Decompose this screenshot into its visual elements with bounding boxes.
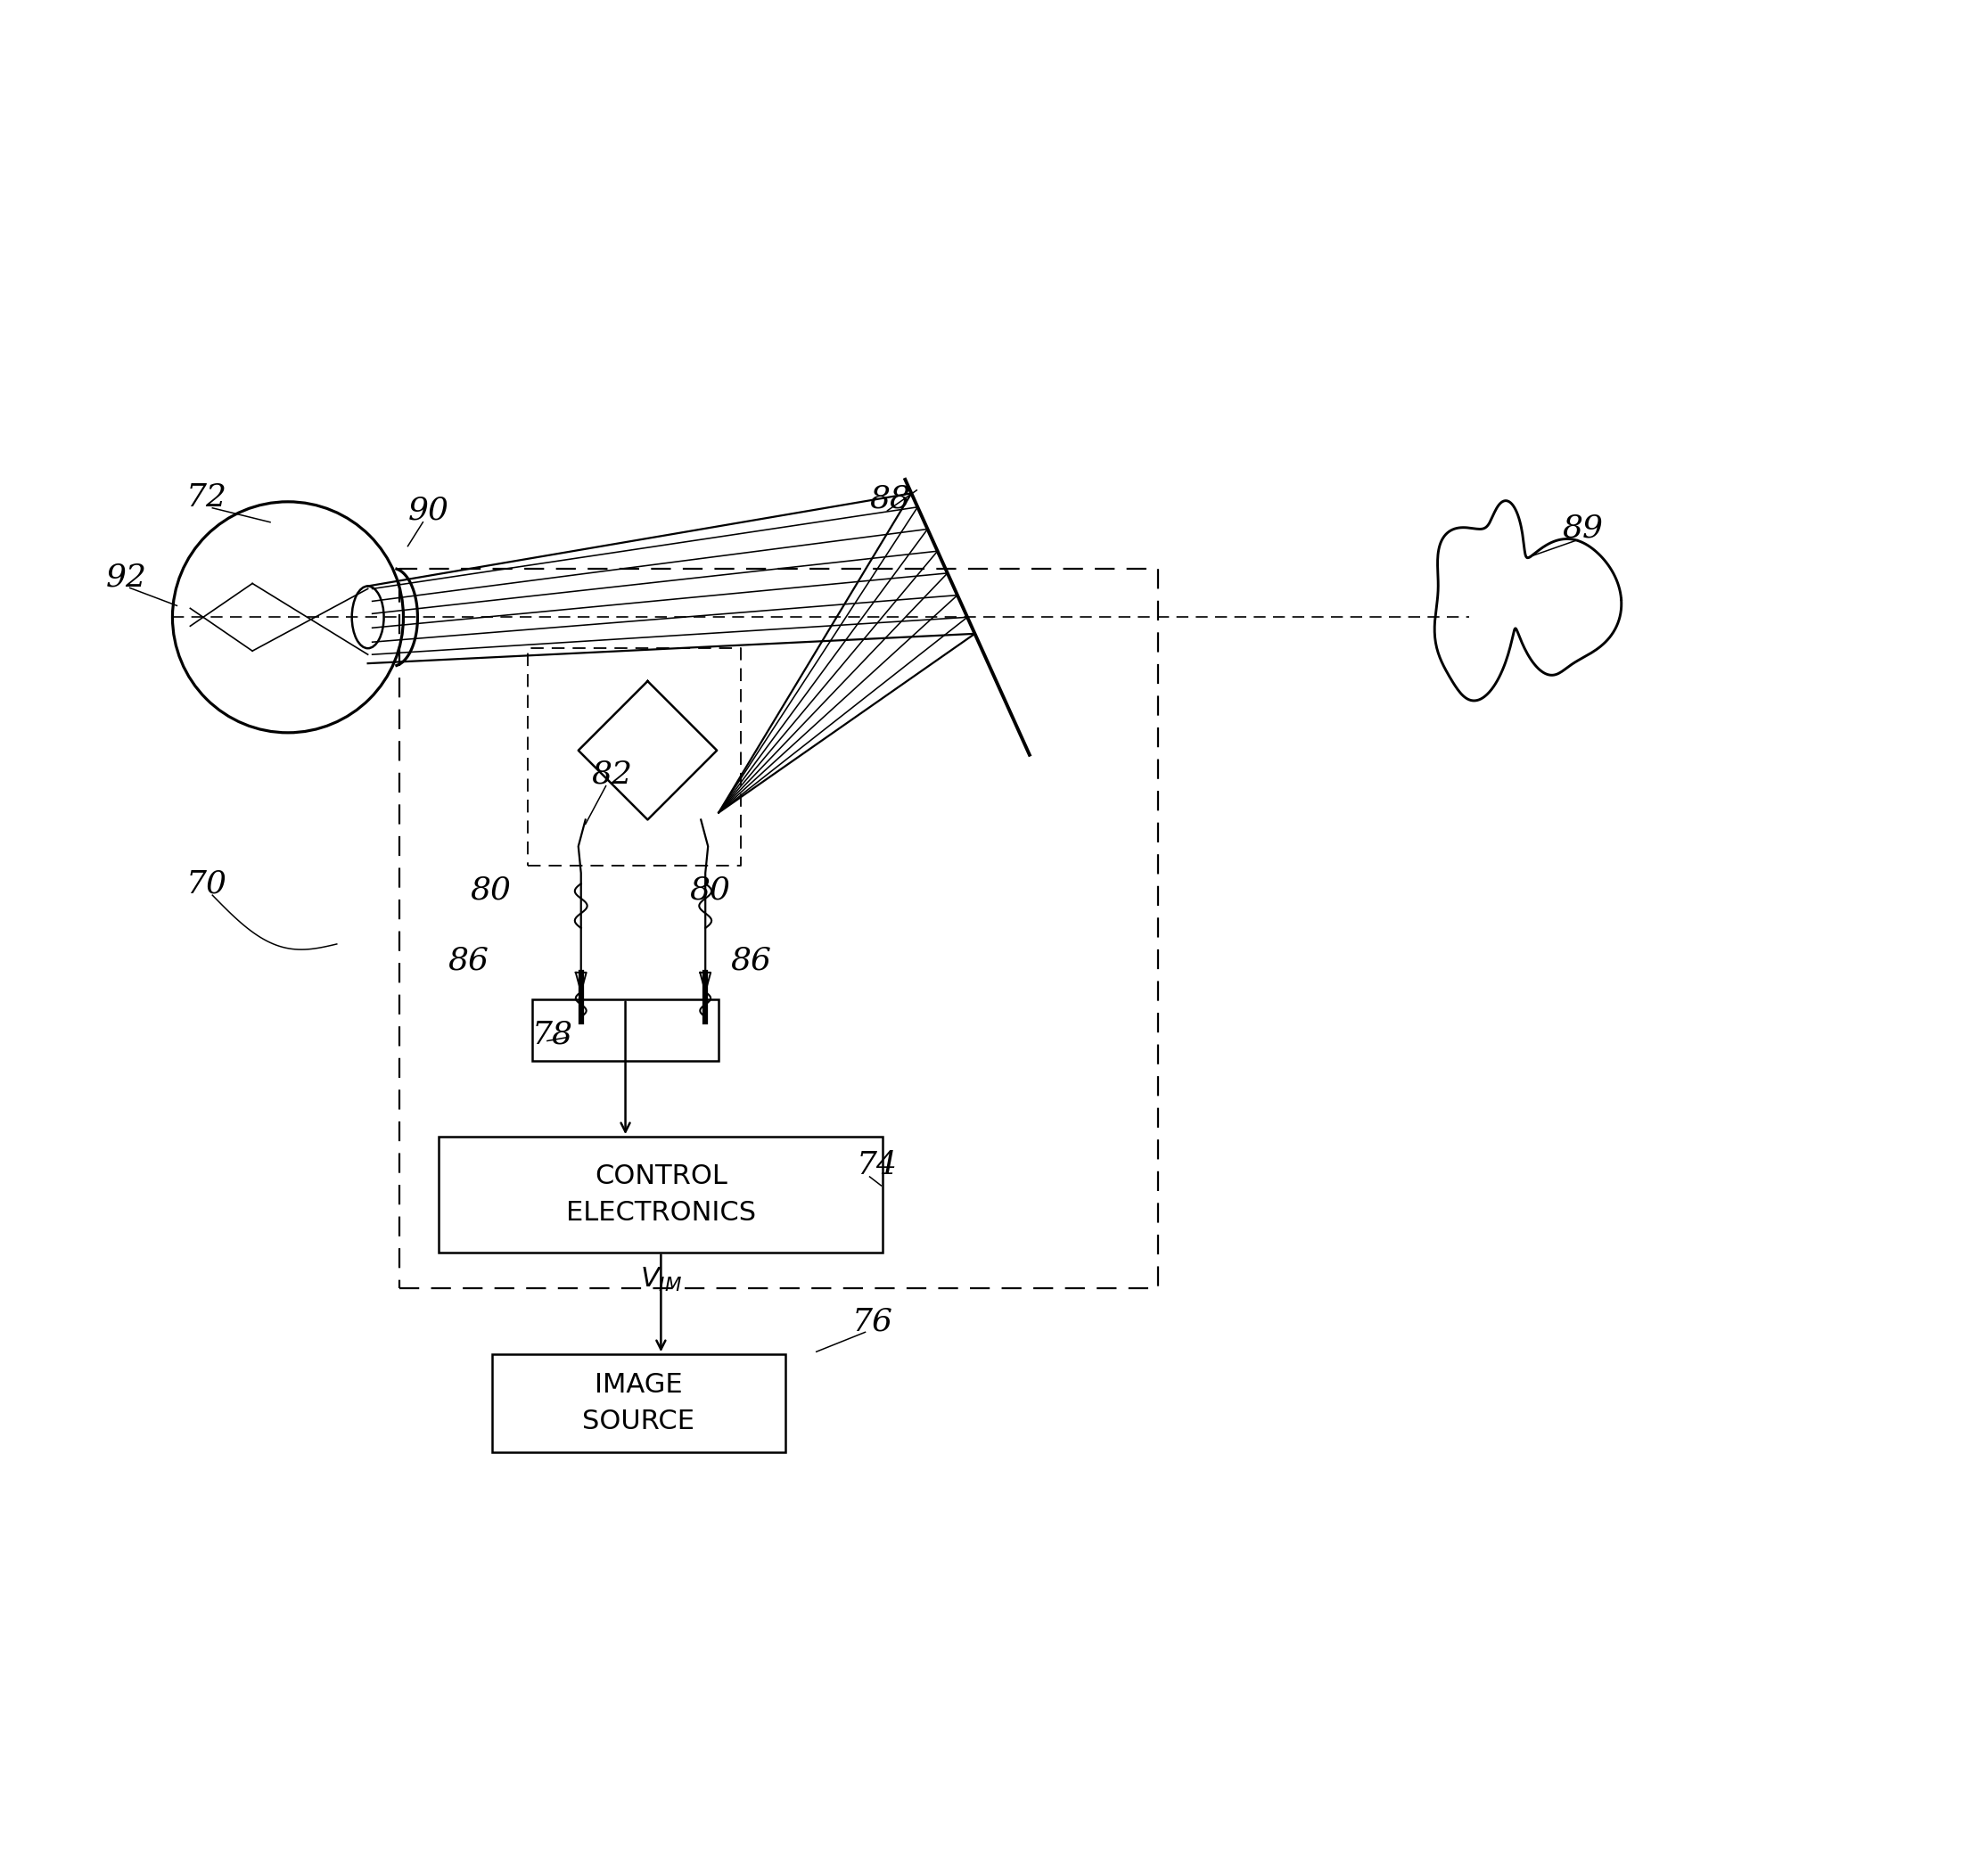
Bar (493, 1354, 785, 1453)
Text: 88: 88 (869, 483, 911, 515)
Text: 70: 70 (185, 869, 227, 899)
Text: $V_{IM}$: $V_{IM}$ (640, 1266, 682, 1292)
Text: 80: 80 (469, 875, 511, 905)
Bar (439, 1138, 883, 1251)
Text: 72: 72 (185, 483, 227, 513)
Text: 86: 86 (730, 946, 771, 975)
Text: 78: 78 (533, 1020, 573, 1050)
Text: 80: 80 (690, 875, 730, 905)
Text: 86: 86 (447, 946, 489, 975)
Bar (533, 1000, 720, 1061)
Text: 89: 89 (1563, 513, 1604, 543)
Text: 92: 92 (105, 561, 147, 593)
Text: 90: 90 (408, 496, 449, 526)
Text: 74: 74 (857, 1151, 897, 1181)
Text: 76: 76 (853, 1305, 893, 1337)
Text: 82: 82 (592, 759, 632, 789)
Text: IMAGE
SOURCE: IMAGE SOURCE (582, 1373, 696, 1434)
Text: CONTROL
ELECTRONICS: CONTROL ELECTRONICS (567, 1164, 755, 1225)
